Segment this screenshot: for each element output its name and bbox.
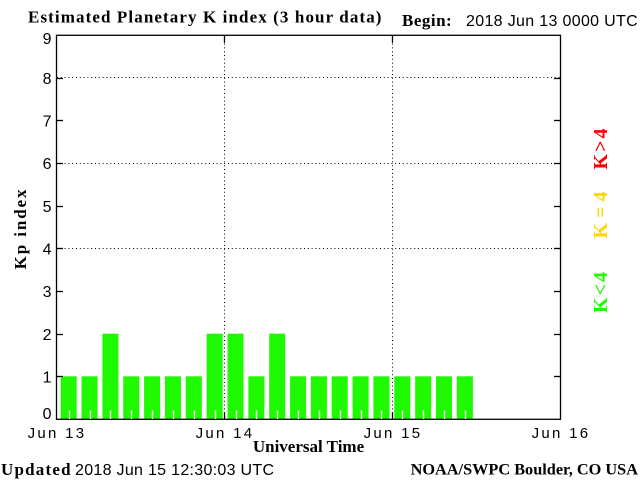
svg-text:2018 Jun 15 12:30:03 UTC: 2018 Jun 15 12:30:03 UTC xyxy=(75,462,274,479)
svg-text:3: 3 xyxy=(43,284,52,301)
svg-text:6: 6 xyxy=(43,156,52,173)
svg-text:Jun 13: Jun 13 xyxy=(28,425,87,442)
svg-text:K<4: K<4 xyxy=(590,270,612,313)
svg-text:1: 1 xyxy=(43,370,52,387)
svg-text:Jun 15: Jun 15 xyxy=(364,425,423,442)
svg-text:Estimated Planetary K index (3: Estimated Planetary K index (3 hour data… xyxy=(28,8,383,27)
svg-text:Jun 14: Jun 14 xyxy=(196,425,255,442)
svg-text:7: 7 xyxy=(43,114,52,131)
svg-text:4: 4 xyxy=(43,242,52,259)
svg-text:K>4: K>4 xyxy=(590,127,612,170)
svg-text:9: 9 xyxy=(43,31,52,48)
svg-text:2018 Jun 13 0000 UTC: 2018 Jun 13 0000 UTC xyxy=(466,13,638,30)
svg-text:8: 8 xyxy=(43,71,52,88)
svg-text:Begin:: Begin: xyxy=(402,11,452,30)
svg-text:Kp index: Kp index xyxy=(11,188,30,270)
svg-text:2: 2 xyxy=(43,327,52,344)
svg-text:K=4: K=4 xyxy=(590,187,612,239)
svg-text:Universal Time: Universal Time xyxy=(253,437,365,456)
svg-text:0: 0 xyxy=(43,406,52,423)
svg-text:Jun 16: Jun 16 xyxy=(532,425,591,442)
svg-text:NOAA/SWPC Boulder, CO USA: NOAA/SWPC Boulder, CO USA xyxy=(411,460,639,479)
svg-text:5: 5 xyxy=(43,199,52,216)
svg-text:Updated: Updated xyxy=(1,460,72,479)
